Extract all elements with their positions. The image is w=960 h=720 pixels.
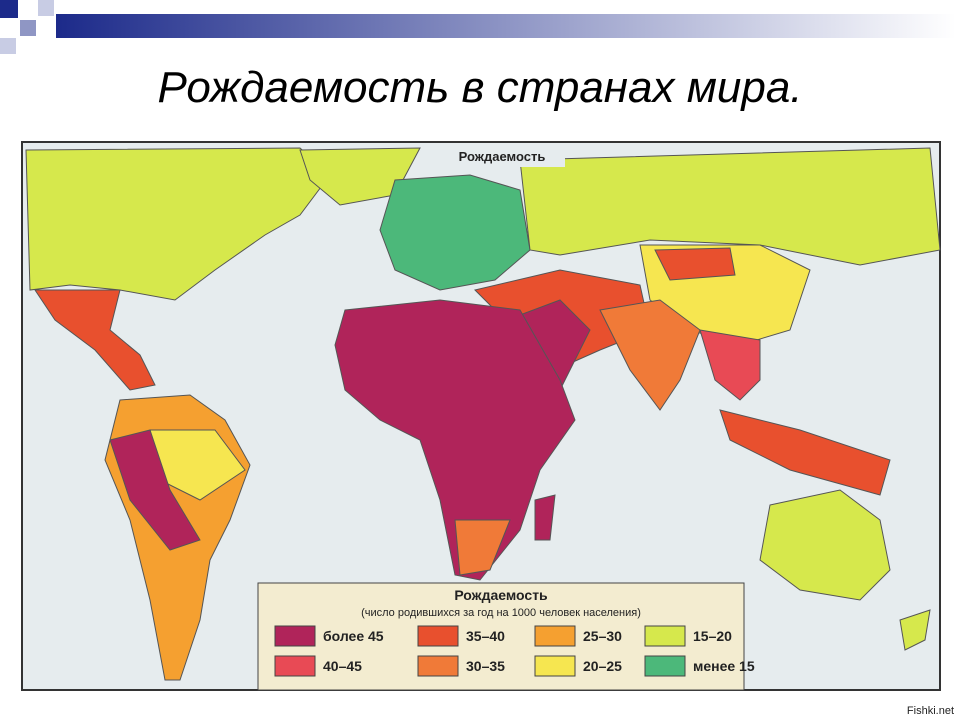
legend-title: Рождаемость: [454, 587, 548, 603]
legend-label: менее 15: [693, 658, 755, 674]
legend-label: 25–30: [583, 628, 622, 644]
legend-swatch: [534, 625, 576, 647]
legend-swatch: [644, 625, 686, 647]
legend-label: 20–25: [583, 658, 622, 674]
legend-swatch: [417, 625, 459, 647]
legend-swatch: [534, 655, 576, 677]
legend-swatch: [274, 655, 316, 677]
watermark: Fishki.net: [907, 705, 954, 717]
legend-label: 15–20: [693, 628, 732, 644]
legend-swatch: [274, 625, 316, 647]
legend-label: 40–45: [323, 658, 362, 674]
legend: Рождаемость (число родившихся за год на …: [257, 582, 755, 691]
legend-label: 35–40: [466, 628, 505, 644]
map-label: Рождаемость: [459, 149, 546, 164]
world-map: Рождаемость: [21, 141, 941, 691]
legend-label: более 45: [323, 628, 384, 644]
slide-title: Рождаемость в странах мира.: [157, 63, 802, 112]
decoration: [0, 0, 956, 54]
legend-label: 30–35: [466, 658, 505, 674]
legend-swatch: [644, 655, 686, 677]
legend-subtitle: (число родившихся за год на 1000 человек…: [361, 607, 641, 619]
legend-swatch: [417, 655, 459, 677]
